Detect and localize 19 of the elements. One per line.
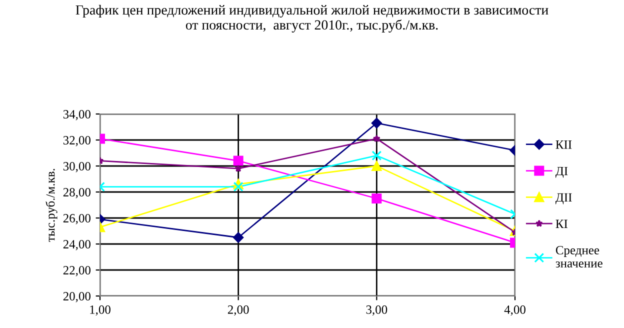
y-tick-label: 30,00	[63, 162, 90, 172]
y-axis-title: тыс.руб./м.кв.	[46, 168, 58, 242]
y-tick-label: 28,00	[63, 188, 90, 198]
y-tick-label: 22,00	[63, 266, 90, 276]
legend-label: ДII	[555, 193, 572, 204]
y-tick-label: 34,00	[63, 110, 90, 120]
legend-label: КII	[556, 140, 572, 149]
x-tick-label: 3,00	[366, 305, 388, 316]
legend-label: Среднее значение	[556, 246, 602, 268]
y-tick-label: 26,00	[63, 214, 90, 224]
y-tick-label: 24,00	[63, 240, 90, 250]
legend-label: КI	[556, 220, 568, 228]
x-tick-label: 4,00	[504, 305, 526, 316]
x-tick-label: 1,00	[90, 305, 110, 316]
legend-label: ДI	[555, 166, 568, 178]
chart-title: График цен предложений индивидуальной жилой недвижимости в зависимости от поясности, август 2010г., тыс.руб./м.кв.	[76, 4, 548, 32]
x-tick-label: 2,00	[228, 305, 249, 316]
y-tick-label: 32,00	[63, 136, 90, 146]
y-tick-label: 20,00	[63, 292, 90, 302]
